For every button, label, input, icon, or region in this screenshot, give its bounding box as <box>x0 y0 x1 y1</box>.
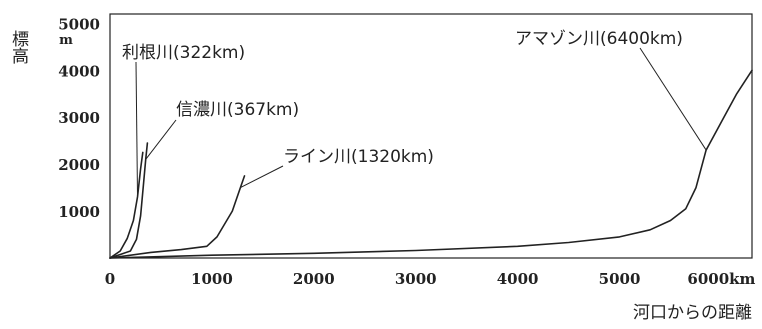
series-leader-line <box>135 61 139 198</box>
x-tick-label: 5000 <box>599 270 641 288</box>
series-line-3 <box>109 69 753 259</box>
plot-frame <box>109 13 753 259</box>
x-tick-label: 0 <box>105 270 115 288</box>
series-lines <box>109 69 753 259</box>
y-tick-label: 3000 <box>58 109 100 127</box>
series-labels: 利根川(322km) 信濃川(367km) ライン川(1320km) アマゾン川(64… <box>122 29 707 198</box>
y-axis-title: 標高 <box>8 30 29 65</box>
series-label: ライン川(1320km) <box>283 147 434 167</box>
x-tick-label: 2000 <box>293 270 335 288</box>
x-tick-label: 4000 <box>497 270 539 288</box>
y-tick-label: 2000 <box>58 156 100 174</box>
series-leader-line <box>639 47 707 151</box>
axes <box>109 13 753 259</box>
axis-titles: 標高 m 河口からの距離 <box>8 30 752 323</box>
series-label: 利根川(322km) <box>122 43 245 63</box>
series-leader-line <box>240 165 284 189</box>
tick-labels: 0 1000 2000 3000 4000 5000 6000km 1000 2000 3000 4… <box>58 15 755 288</box>
x-tick-label: 1000 <box>191 270 233 288</box>
series-leader-line <box>145 119 177 160</box>
series-line-2 <box>109 175 246 259</box>
x-tick-label: 3000 <box>395 270 437 288</box>
series-label: 信濃川(367km) <box>176 100 299 120</box>
series-line-1 <box>109 142 149 259</box>
y-axis-unit: m <box>59 33 73 48</box>
y-tick-label: 4000 <box>58 62 100 80</box>
x-axis-title: 河口からの距離 <box>633 303 752 323</box>
x-tick-label: 6000km <box>687 270 755 288</box>
series-label: アマゾン川(6400km) <box>515 29 683 49</box>
series-line-0 <box>109 151 144 259</box>
y-tick-label: 5000 <box>58 15 100 33</box>
y-tick-label: 1000 <box>58 203 100 221</box>
